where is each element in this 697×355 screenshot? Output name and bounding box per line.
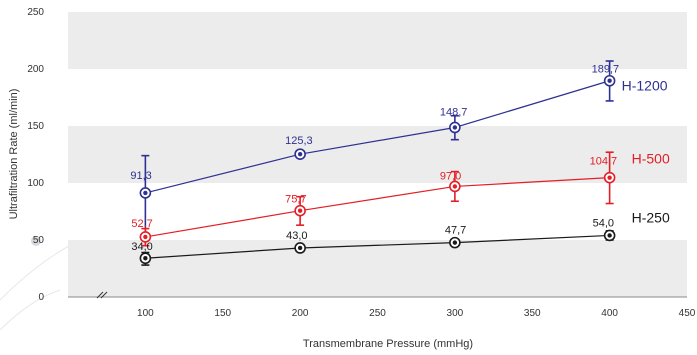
data-label: 104,7 (590, 156, 618, 168)
data-point-core (297, 245, 303, 251)
series-line (145, 177, 610, 238)
x-tick-label: 350 (524, 308, 541, 319)
x-tick-label: 150 (214, 308, 231, 319)
data-label: 148,7 (440, 106, 468, 118)
y-axis-title: Ultrafiltration Rate (ml/min) (8, 89, 20, 220)
x-tick-label: 200 (292, 308, 309, 319)
data-point-core (143, 256, 148, 261)
data-point-core (452, 240, 458, 245)
x-axis-title: Transmembrane Pressure (mmHg) (303, 338, 473, 350)
series-name-label: H-500 (632, 151, 670, 167)
grid-band (68, 12, 687, 69)
series-h-250: 34,0 43,0 47,7 54,0 H-250 (131, 209, 670, 266)
data-label: 125,3 (285, 135, 313, 147)
data-label: 43,0 (286, 230, 307, 242)
data-point-core (607, 233, 612, 238)
grid-band (68, 183, 687, 240)
data-label: 47,7 (445, 225, 466, 237)
x-tick-label: 450 (679, 308, 696, 319)
data-point-core (607, 78, 612, 83)
grid-bands (68, 12, 687, 297)
y-tick-label: 50 (33, 235, 45, 246)
axis-break-mark (100, 291, 108, 299)
data-label: 97,0 (440, 170, 461, 182)
data-label: 189,7 (592, 64, 620, 76)
data-point-core (452, 184, 458, 189)
data-point-core (143, 234, 148, 240)
y-axis-ticks: 0 50 100 150 200 250 (27, 7, 44, 303)
data-label: 54,0 (593, 217, 614, 229)
grid-band (68, 240, 687, 297)
series-h-1200: 91,3 125,3 148,7 189,7H-1200 (130, 60, 668, 241)
y-tick-label: 100 (27, 178, 44, 189)
data-label: 34,0 (131, 241, 152, 253)
data-label: 91,3 (130, 170, 151, 182)
y-tick-label: 150 (27, 121, 44, 132)
series-name-label: H-250 (632, 209, 670, 225)
data-point-core (452, 125, 458, 130)
series-line (145, 234, 610, 259)
data-point-core (607, 175, 612, 180)
series-name-label: H-1200 (622, 78, 668, 94)
y-tick-label: 250 (27, 7, 44, 18)
data-point-core (143, 190, 148, 196)
plot-area: 91,3 125,3 148,7 189,7H-1200 52,7 75,7 97,0 104… (130, 60, 670, 266)
series-h-500: 52,7 75,7 97,0 104,7 H-500 (131, 151, 670, 247)
x-tick-label: 300 (447, 308, 464, 319)
x-axis-ticks: 100 150 200 250 300 350 400 450 (137, 308, 696, 319)
grid-band (68, 126, 687, 183)
data-label: 52,7 (131, 218, 152, 230)
y-tick-label: 0 (38, 292, 44, 303)
x-tick-label: 250 (369, 308, 386, 319)
x-tick-label: 400 (601, 308, 618, 319)
axis-break-mark (96, 291, 104, 299)
y-tick-label: 200 (27, 64, 44, 75)
axes (68, 291, 687, 299)
data-point-core (297, 151, 303, 157)
grid-band (68, 69, 687, 126)
data-point-core (297, 208, 303, 213)
data-label: 75,7 (285, 194, 306, 206)
x-tick-label: 100 (137, 308, 154, 319)
series-line (145, 80, 610, 194)
